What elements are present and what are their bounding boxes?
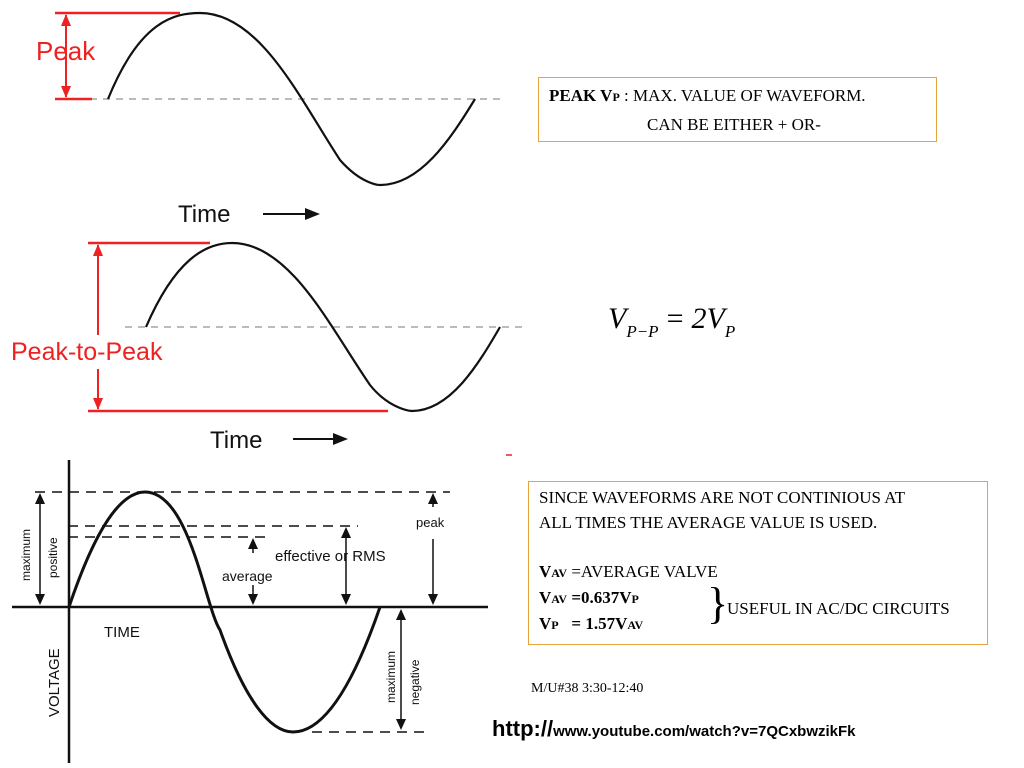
max-negative-arrow-up <box>396 609 406 620</box>
peak-dim-arrow-down <box>428 594 438 605</box>
peak-arrow-up <box>61 14 71 26</box>
p2p-arrow-down <box>93 398 103 410</box>
avg-formula-1: VAV =AVERAGE VALVE <box>539 562 718 582</box>
peak-term-subscript: P <box>612 90 620 104</box>
peak-term: PEAK V <box>549 86 613 105</box>
avg-brace-note: USEFUL IN AC/DC CIRCUITS <box>727 599 950 618</box>
max-positive-arrow-up <box>35 493 45 504</box>
avg-f2-v: V <box>539 588 552 607</box>
average-arrow-up <box>248 538 258 549</box>
max-positive-arrow-down <box>35 594 45 605</box>
max-positive-label-2: positive <box>46 537 60 578</box>
peak-sign-note: CAN BE EITHER + OR- <box>647 115 821 134</box>
peak-definition-text: : MAX. VALUE OF WAVEFORM. <box>619 86 866 105</box>
peak-label: Peak <box>36 36 96 66</box>
avg-f2-val-sub: P <box>631 592 639 606</box>
formula-rhs-subscript: P <box>724 322 736 341</box>
avg-f3-val-sub: AV <box>627 618 644 632</box>
avg-f3-val: 1.57V <box>585 614 628 633</box>
max-positive-label-1: maximum <box>19 529 33 581</box>
avg-f3-eq: = <box>558 614 586 633</box>
max-negative-label-2: negative <box>408 659 422 705</box>
formula-rhs: 2V <box>691 302 725 335</box>
avg-formula-3: VP = 1.57VAV <box>539 614 643 634</box>
peak-to-peak-formula: VP−P = 2VP <box>608 302 735 342</box>
p2p-arrow-up <box>93 244 103 256</box>
peak-time-arrow-icon <box>305 208 320 220</box>
avg-f2-sub: AV <box>551 592 568 606</box>
peak-dim-label: peak <box>416 515 445 530</box>
peak-sine-wave <box>106 11 476 187</box>
rms-arrow-down <box>341 594 351 605</box>
avg-f1-v: V <box>539 562 552 581</box>
peak-dim-arrow-up <box>428 493 438 504</box>
rms-arrow-up <box>341 527 351 538</box>
avg-formula-2: VAV =0.637VP <box>539 588 639 608</box>
avg-f1-rest: =AVERAGE VALVE <box>567 562 718 581</box>
average-arrow-down <box>248 594 258 605</box>
peak-definition-box: PEAK VP : MAX. VALUE OF WAVEFORM. CAN BE… <box>538 77 937 142</box>
average-value-box: SINCE WAVEFORMS ARE NOT CONTINIOUS AT AL… <box>528 481 988 645</box>
formula-lhs-subscript: P−P <box>626 322 659 341</box>
p2p-label: Peak-to-Peak <box>11 338 163 366</box>
peak-diagram: Peak Time <box>36 11 500 228</box>
avg-f3-sub: P <box>551 618 559 632</box>
avg-note-line-2: ALL TIMES THE AVERAGE VALUE IS USED. <box>539 513 878 532</box>
voltage-axis-label: VOLTAGE <box>46 648 63 717</box>
formula-lhs: V <box>608 302 627 335</box>
formula-equals: = <box>666 302 684 335</box>
video-link-protocol[interactable]: http:// <box>492 716 554 741</box>
curly-brace-icon: } <box>707 579 729 628</box>
peak-definition-line: PEAK VP : MAX. VALUE OF WAVEFORM. <box>549 86 866 106</box>
max-negative-label-1: maximum <box>384 651 398 703</box>
rms-label: effective or RMS <box>275 548 386 565</box>
time-axis-label: TIME <box>104 624 140 641</box>
video-link-address[interactable]: www.youtube.com/watch?v=7QCxbwzikFk <box>553 723 856 740</box>
peak-arrow-down <box>61 86 71 98</box>
avg-f1-sub: AV <box>551 566 568 580</box>
max-negative-arrow-down <box>396 719 406 730</box>
voltage-sine-wave <box>67 490 382 734</box>
video-timestamp: M/U#38 3:30-12:40 <box>531 681 644 696</box>
avg-f3-v: V <box>539 614 552 633</box>
average-label: average <box>222 568 273 584</box>
p2p-time-arrow-icon <box>333 433 348 445</box>
p2p-time-label: Time <box>210 427 262 454</box>
avg-note-line-1: SINCE WAVEFORMS ARE NOT CONTINIOUS AT <box>539 488 906 507</box>
avg-f2-val: 0.637V <box>581 588 632 607</box>
video-link[interactable]: http://www.youtube.com/watch?v=7QCxbwzik… <box>492 716 856 742</box>
peak-to-peak-diagram: Peak-to-Peak Time <box>11 241 523 454</box>
voltage-waveform-diagram: maximum positive peak effective or RMS a… <box>12 460 488 763</box>
avg-f2-eq: = <box>567 588 582 607</box>
peak-time-label: Time <box>178 201 230 228</box>
red-tick-mark <box>506 454 512 456</box>
p2p-sine-wave <box>144 241 501 413</box>
